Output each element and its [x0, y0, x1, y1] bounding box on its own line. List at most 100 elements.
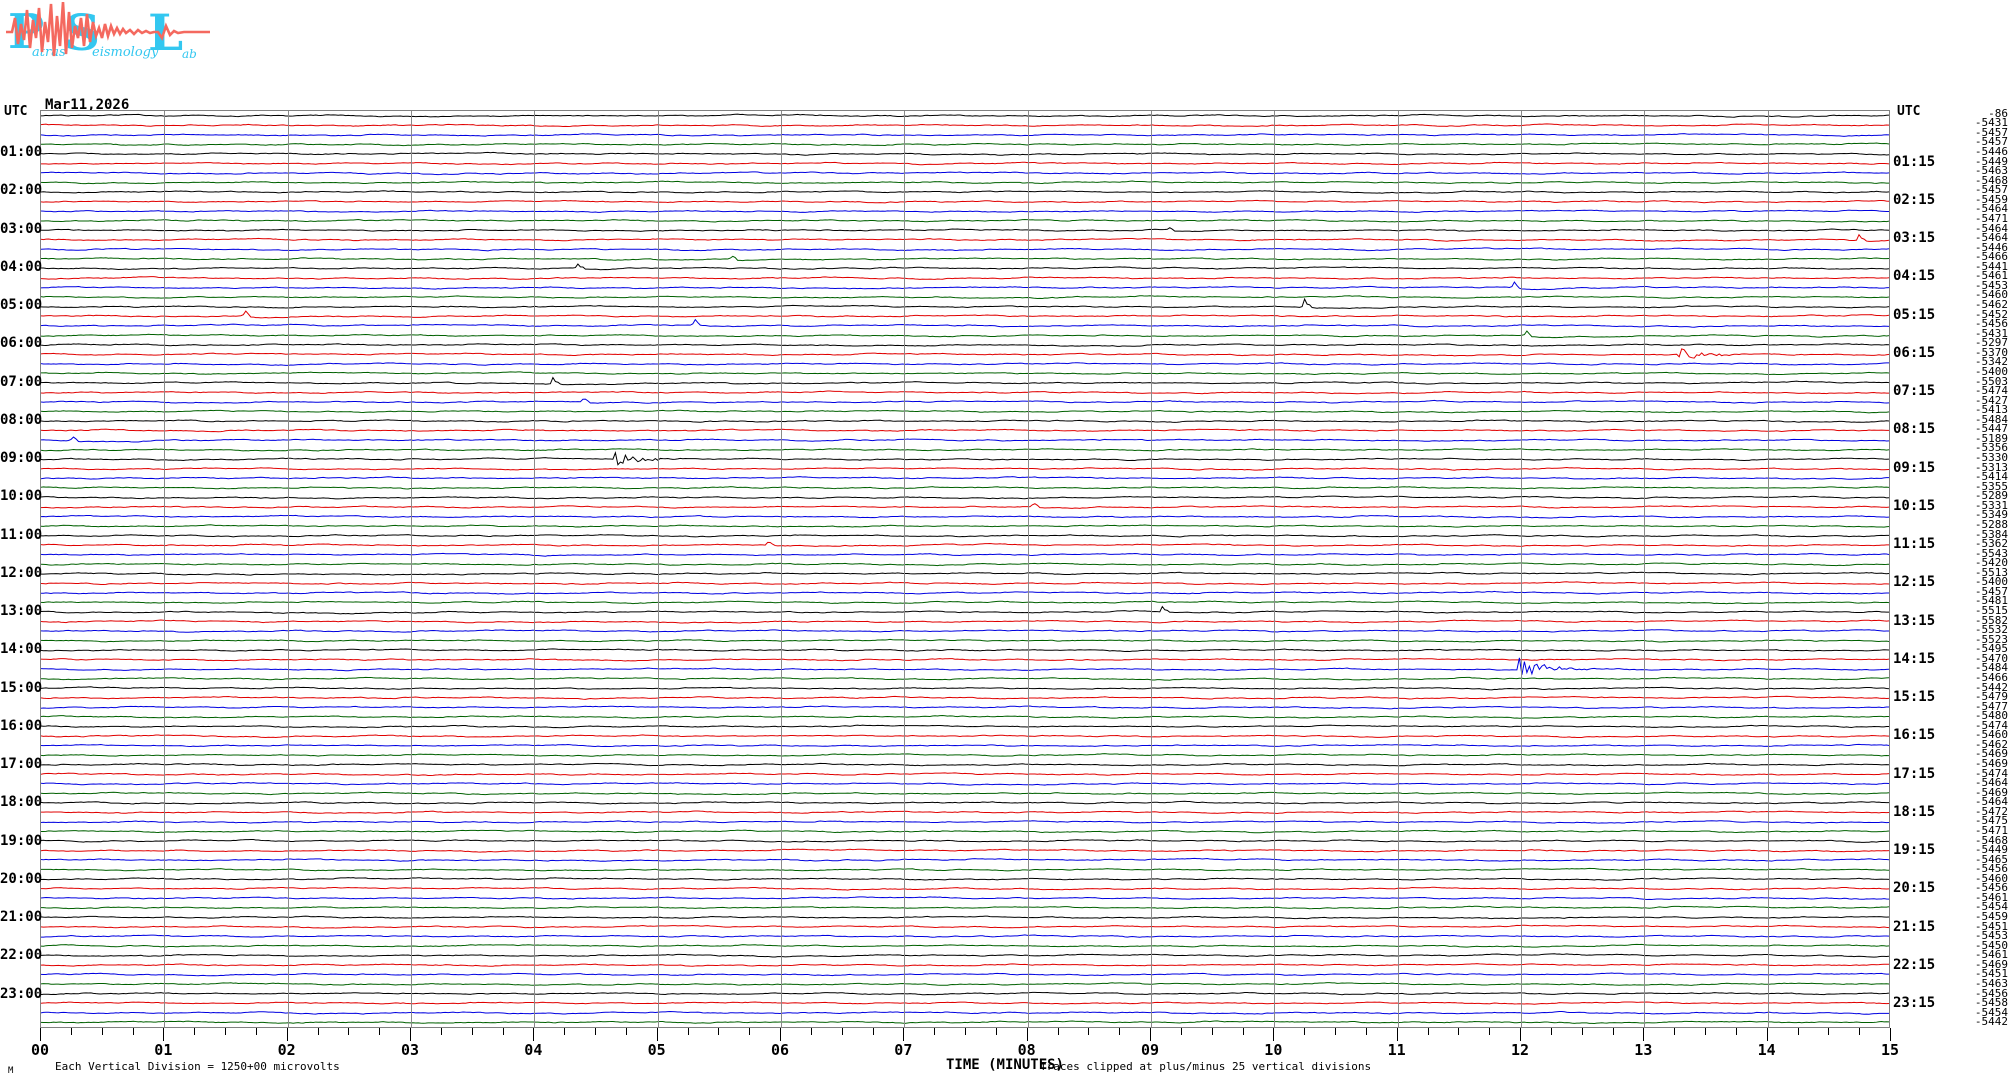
row-amplitude-label: -5463	[1974, 164, 2008, 178]
seismic-trace	[41, 363, 1889, 366]
seismic-trace	[41, 134, 1889, 137]
x-tick-minor	[317, 1028, 319, 1035]
seismic-trace	[41, 944, 1889, 947]
x-tick-label: 12	[1510, 1041, 1530, 1059]
x-tick-minor	[70, 1028, 72, 1035]
row-amplitude-label: -5453	[1974, 278, 2008, 292]
trace-canvas	[41, 111, 1889, 1027]
row-amplitude-label: -5331	[1974, 498, 2008, 512]
x-tick-minor	[1674, 1028, 1676, 1035]
x-tick-major	[780, 1028, 781, 1041]
row-amplitude-label: -5446	[1974, 145, 2008, 159]
row-amplitude-label: -5400	[1974, 575, 2008, 589]
row-amplitude-label: -5458	[1974, 996, 2008, 1010]
left-time-label: 17:00	[0, 756, 43, 773]
row-amplitude-label: -5456	[1974, 862, 2008, 876]
x-tick-minor	[471, 1028, 473, 1035]
right-time-label: 06:15	[1893, 344, 1936, 361]
row-amplitude-label: -5464	[1974, 231, 2008, 245]
seismic-trace	[41, 677, 1889, 680]
row-amplitude-label: -5362	[1974, 537, 2008, 551]
seismic-trace	[41, 620, 1889, 623]
seismic-trace	[41, 191, 1889, 193]
x-tick-label: 00	[30, 1041, 50, 1059]
row-amplitude-label: -5451	[1974, 967, 2008, 981]
seismic-trace	[41, 735, 1889, 738]
x-tick-minor	[1550, 1028, 1552, 1035]
right-time-label: 09:15	[1893, 459, 1936, 476]
seismic-trace	[41, 572, 1889, 575]
row-amplitude-label: -5450	[1974, 938, 2008, 952]
x-tick-minor	[965, 1028, 966, 1035]
x-tick-label: 01	[154, 1041, 173, 1059]
x-tick-minor	[1612, 1028, 1614, 1035]
logo-word-lab: ab	[182, 47, 197, 60]
row-amplitude-label: -5465	[1974, 852, 2008, 866]
seismic-trace	[41, 1021, 1889, 1024]
seismic-trace	[41, 515, 1889, 518]
row-amplitude-label: -5330	[1974, 451, 2008, 465]
seismic-trace	[41, 706, 1889, 709]
x-tick-minor	[1180, 1028, 1182, 1035]
row-amplitude-label: -5461	[1974, 890, 2008, 904]
left-time-label: 04:00	[0, 258, 43, 275]
x-tick-minor	[1859, 1028, 1861, 1035]
left-time-label: 12:00	[0, 564, 43, 581]
corner-mark: M	[8, 1066, 14, 1076]
seismic-trace	[41, 1011, 1889, 1014]
left-time-label: 19:00	[0, 832, 43, 849]
x-tick-minor	[841, 1028, 843, 1035]
x-tick-label: 06	[770, 1041, 790, 1059]
seismic-trace	[41, 630, 1889, 633]
x-tick-minor	[1088, 1028, 1090, 1035]
right-time-label: 02:15	[1893, 191, 1936, 208]
x-tick-major	[410, 1028, 411, 1041]
seismic-trace	[41, 964, 1889, 967]
row-amplitude-label: -5431	[1974, 116, 2008, 130]
row-amplitude-label: -5469	[1974, 757, 2008, 771]
clipping-note: Traces clipped at plus/minus 25 vertical…	[1040, 1060, 1372, 1073]
helicorder-plot[interactable]	[40, 110, 1890, 1028]
seismic-trace	[41, 228, 1889, 232]
x-tick-minor	[132, 1028, 134, 1035]
seismic-trace	[41, 992, 1889, 994]
seismic-trace	[41, 124, 1889, 127]
left-time-label: 18:00	[0, 794, 43, 811]
row-amplitude-label: -5449	[1974, 843, 2008, 857]
x-tick-minor	[564, 1028, 566, 1035]
seismic-trace	[41, 868, 1889, 871]
seismic-trace	[41, 200, 1889, 202]
x-tick-minor	[255, 1028, 257, 1035]
x-tick-minor	[1057, 1028, 1059, 1035]
row-amplitude-label: -5503	[1974, 374, 2008, 388]
row-amplitude-label: -5464	[1974, 221, 2008, 235]
x-tick-major	[286, 1028, 288, 1041]
seismic-trace	[41, 410, 1889, 413]
seismic-trace	[41, 114, 1889, 117]
right-time-label: 13:15	[1893, 612, 1936, 629]
seismic-trace	[41, 449, 1889, 451]
left-axis-title: UTC	[4, 104, 28, 119]
seismic-trace	[41, 1002, 1889, 1004]
row-amplitude-label: -5442	[1974, 680, 2008, 694]
header-date: Mar11,2026	[45, 97, 130, 113]
x-tick-label: 11	[1387, 1041, 1406, 1059]
x-tick-minor	[1735, 1028, 1737, 1035]
seismic-trace	[41, 696, 1889, 699]
seismic-trace	[41, 477, 1889, 480]
seismic-trace	[41, 496, 1889, 499]
row-amplitude-label: -5427	[1974, 393, 2008, 407]
row-amplitude-label: -5523	[1974, 632, 2008, 646]
x-tick-minor	[687, 1028, 689, 1035]
seismic-trace	[41, 504, 1889, 509]
right-time-label: 18:15	[1893, 803, 1936, 820]
seismic-trace	[41, 716, 1889, 719]
x-tick-minor	[1828, 1028, 1830, 1035]
row-amplitude-label: -5453	[1974, 929, 2008, 943]
seismic-trace	[41, 152, 1889, 155]
seismic-trace	[41, 658, 1889, 675]
seismic-trace	[41, 525, 1889, 527]
x-tick-minor	[1705, 1028, 1706, 1035]
right-time-label: 03:15	[1893, 230, 1936, 247]
seismic-trace	[41, 954, 1889, 957]
